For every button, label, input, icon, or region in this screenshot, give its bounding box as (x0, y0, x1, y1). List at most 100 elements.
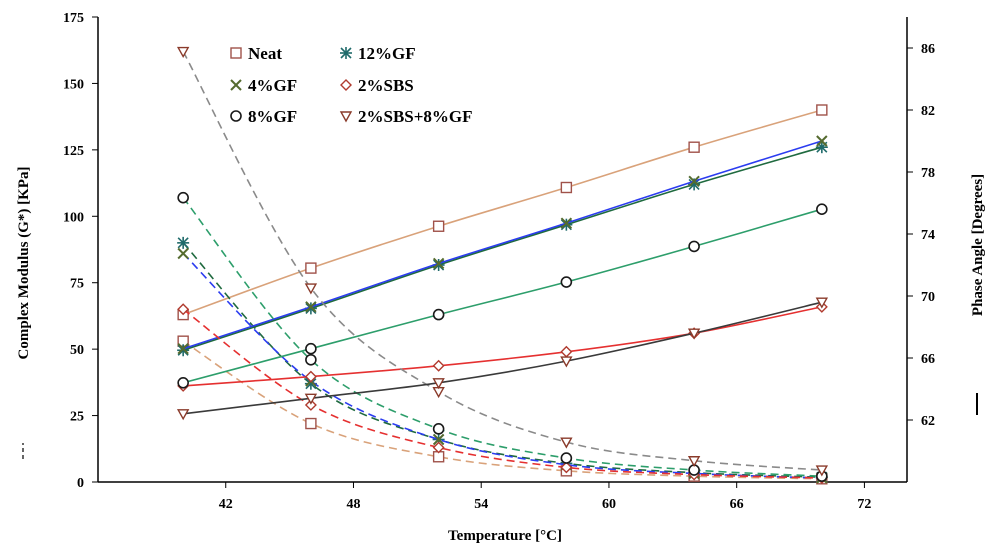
phase-point-neat (432, 220, 445, 232)
phase-point-4-gf-stroke-b (816, 135, 828, 147)
x-axis-label: Temperature [°C] (448, 528, 562, 544)
phase-point-8-gf (560, 276, 573, 288)
modulus-point-4-gf (432, 433, 445, 446)
right-tick-label: 74 (921, 228, 935, 243)
phase-point-2-sbs (432, 359, 445, 372)
phase-point-8-gf (432, 308, 445, 321)
x-tick-label: 60 (602, 497, 616, 512)
phase-point-neat-shape (816, 104, 828, 116)
modulus-point-2-sbs-shape (560, 461, 573, 474)
phase-point-8-gf-shape (305, 342, 317, 355)
modulus-point-2-sbs-8-gf-shape (687, 456, 701, 468)
modulus-point-8-gf-shape (177, 191, 189, 204)
left-axis-label: Complex Modulus (G*) [KPa] (16, 167, 32, 360)
phase-point-8-gf (688, 240, 700, 253)
phase-point-8-gf-shape (688, 240, 700, 253)
phase-point-2-sbs-8-gf-shape (304, 393, 318, 405)
right-tick-label: 66 (921, 352, 935, 367)
phase-point-4-gf-stroke-b (560, 217, 573, 229)
phase-point-8-gf-shape (816, 203, 828, 215)
legend-marker-2-sbs-8-gf (339, 111, 353, 123)
legend-marker-neat-shape (230, 47, 242, 59)
phase-line-neat (182, 109, 823, 316)
modulus-point-neat-shape (305, 417, 317, 430)
modulus-point-2-sbs-8-gf-shape (560, 437, 573, 449)
legend-label-neat: Neat (248, 44, 282, 63)
left-tick-label: 175 (63, 11, 84, 26)
phase-point-8-gf-shape (560, 276, 573, 288)
phase-line-12-gf (182, 146, 823, 352)
phase-point-8-gf-shape (177, 376, 189, 389)
modulus-point-2-sbs-8-gf-shape (176, 46, 190, 58)
modulus-point-neat (305, 417, 317, 430)
legend-marker-8-gf-shape (230, 110, 242, 122)
legend-marker-4-gf (230, 79, 242, 91)
right-tick-label: 62 (921, 414, 935, 429)
phase-point-neat (560, 181, 573, 194)
phase-line-4-gf (182, 140, 823, 350)
x-tick-label: 42 (219, 497, 233, 512)
phase-point-2-sbs-8-gf-shape (687, 328, 701, 340)
phase-point-4-gf (560, 217, 573, 229)
modulus-point-2-sbs-8-gf (304, 283, 318, 295)
legend-label-4-gf: 4%GF (248, 76, 297, 95)
modulus-point-2-sbs-8-gf-shape (304, 283, 318, 295)
modulus-point-8-gf (177, 191, 189, 204)
modulus-point-4-gf (177, 247, 189, 260)
legend-marker-2-sbs-8-gf-shape (339, 111, 353, 123)
legend-marker-12-gf (340, 47, 352, 59)
modulus-point-2-sbs (560, 461, 573, 474)
legend-marker-2-sbs (340, 79, 352, 91)
phase-point-8-gf (816, 203, 828, 215)
legend-marker-neat (230, 47, 242, 59)
modulus-point-8-gf-shape (560, 452, 573, 464)
phase-point-8-gf (305, 342, 317, 355)
modulus-line-8-gf (182, 197, 822, 477)
legend-entry-4-gf: 4%GF (230, 76, 297, 95)
phase-point-neat (688, 141, 700, 153)
legend-label-8-gf: 8%GF (248, 107, 297, 126)
phase-point-8-gf (177, 376, 189, 389)
modulus-point-2-sbs-8-gf (815, 465, 829, 477)
left-tick-label: 150 (63, 77, 84, 92)
phase-point-2-sbs-8-gf (815, 297, 829, 309)
phase-point-4-gf (432, 257, 445, 270)
modulus-point-2-sbs-8-gf (687, 456, 701, 468)
phase-point-2-sbs-8-gf-shape (432, 378, 445, 390)
phase-point-neat-shape (560, 181, 573, 194)
phase-point-2-sbs-8-gf (687, 328, 701, 340)
x-tick-label: 54 (474, 497, 488, 512)
phase-point-4-gf (816, 135, 828, 147)
phase-point-2-sbs-8-gf (176, 409, 190, 421)
left-tick-label: 125 (63, 144, 84, 159)
legend-entry-neat: Neat (230, 44, 282, 63)
modulus-point-8-gf (432, 423, 445, 435)
x-tick-label: 72 (857, 497, 871, 512)
phase-point-4-gf (688, 175, 700, 188)
series-2-sbs-8-gf (176, 46, 829, 477)
modulus-point-2-sbs (177, 303, 190, 316)
modulus-point-2-sbs (432, 441, 445, 454)
phase-point-2-sbs-8-gf (560, 356, 573, 368)
modulus-line-2-sbs-8-gf (182, 51, 822, 471)
modulus-point-4-gf-stroke-b (177, 247, 189, 260)
modulus-line-2-sbs (182, 308, 822, 479)
legend-marker-8-gf (230, 110, 242, 122)
modulus-point-2-sbs-8-gf (176, 46, 190, 58)
phase-point-neat (816, 104, 828, 116)
legend-entry-8-gf: 8%GF (230, 107, 297, 126)
phase-point-2-sbs-8-gf (432, 378, 445, 390)
modulus-point-2-sbs-8-gf-shape (815, 465, 829, 477)
phase-point-2-sbs-8-gf-shape (815, 297, 829, 309)
legend-marker-4-gf-stroke-b (230, 79, 242, 91)
modulus-point-8-gf-shape (432, 423, 445, 435)
phase-point-4-gf (305, 301, 317, 313)
phase-point-4-gf-stroke-b (688, 175, 700, 188)
phase-point-4-gf-stroke-b (432, 257, 445, 270)
phase-point-2-sbs (304, 370, 317, 383)
legend-label-2-sbs: 2%SBS (358, 76, 414, 95)
modulus-point-2-sbs-shape (177, 303, 190, 316)
phase-point-8-gf-shape (432, 308, 445, 321)
legend-entry-12-gf: 12%GF (340, 44, 416, 63)
